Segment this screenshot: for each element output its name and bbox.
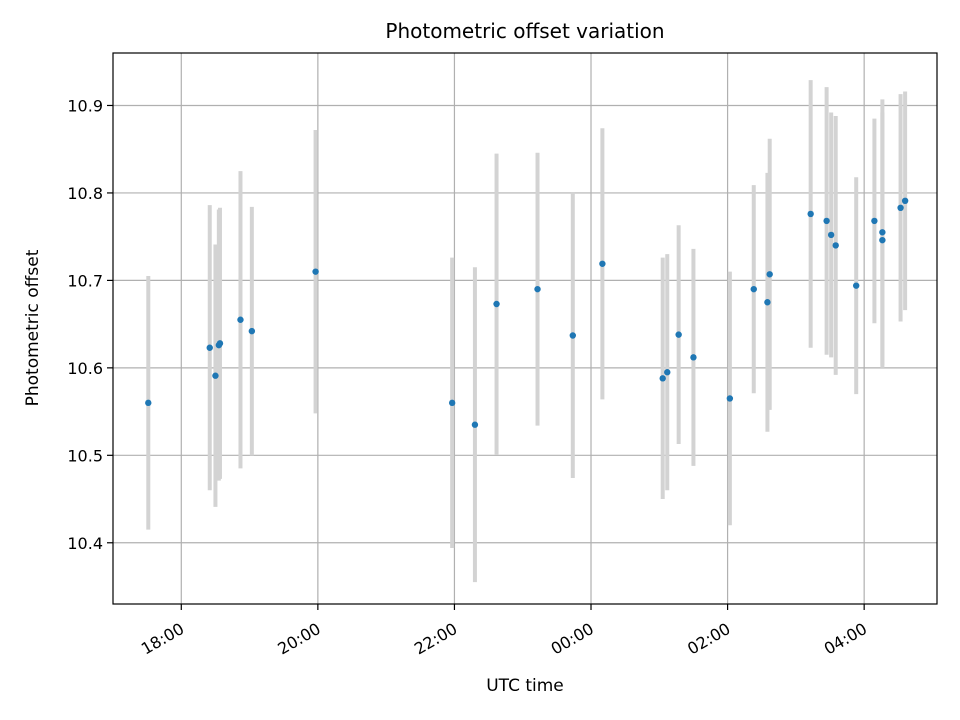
data-points [145,197,909,428]
y-tick-label: 10.4 [67,534,103,553]
data-point [901,197,909,205]
data-point [764,299,771,306]
data-point [493,300,500,308]
data-point [471,421,479,428]
data-point [599,260,606,267]
data-point [145,399,152,407]
x-axis-title: UTC time [486,676,564,696]
data-point [675,331,682,338]
data-point [726,395,734,402]
data-point [659,375,666,382]
y-axis-title: Photometric offset [23,249,43,406]
data-point [871,217,878,225]
data-point [897,204,904,212]
data-point [312,268,319,275]
data-point [569,332,577,339]
data-point [766,271,773,278]
data-point [750,285,757,293]
chart-title: Photometric offset variation [385,19,664,43]
data-point [248,327,256,335]
data-point [807,210,814,218]
y-tick-label: 10.7 [67,271,103,290]
y-tick-label: 10.8 [67,184,103,203]
data-point [827,231,835,239]
data-point [832,242,839,249]
y-tick-label: 10.5 [67,446,103,465]
data-point [823,217,830,225]
data-point [448,399,456,407]
plot-frame [112,52,938,605]
grid-lines [113,53,937,604]
y-tick-label: 10.6 [67,359,103,378]
data-point [216,340,224,347]
y-tick-label: 10.9 [67,96,103,115]
data-point [534,285,541,293]
data-point [212,372,219,379]
data-point [690,354,697,361]
data-point [664,369,671,376]
data-point [879,229,886,236]
data-point [879,236,886,244]
data-point [206,344,213,351]
data-point [852,282,860,289]
data-point [237,316,244,323]
